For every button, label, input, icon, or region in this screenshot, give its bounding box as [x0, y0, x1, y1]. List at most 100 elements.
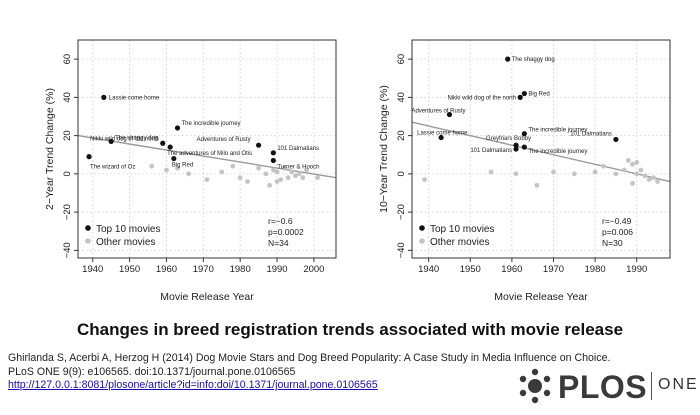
other-movie-point: [278, 177, 284, 182]
stat-text: p=0.0002: [268, 227, 304, 237]
movie-label: Big Red: [528, 92, 549, 98]
movie-label: 101 Dalmatians: [570, 131, 612, 137]
other-movie-point: [164, 167, 169, 173]
chart-2-year: Lassie come home The shaggy dog The incred…: [44, 39, 337, 303]
citation-link[interactable]: http://127.0.0.1:8081/plosone/article?id…: [8, 379, 378, 391]
y-tick-label: −20: [62, 204, 73, 220]
other-movie-point: [315, 175, 320, 181]
other-movie-point: [551, 169, 556, 175]
x-tick-label: 1990: [266, 264, 287, 275]
x-tick-label: 1990: [626, 264, 647, 275]
other-movie-point: [296, 171, 302, 177]
other-movie-point: [263, 171, 269, 177]
citation-line-1: Ghirlanda S, Acerbi A, Herzog H (2014) D…: [8, 352, 611, 364]
top-10-movie-point: [438, 134, 444, 141]
movie-label: Greyfriars Bobby: [486, 136, 531, 142]
top-10-movie-point: [270, 157, 276, 164]
stat-text: N=34: [268, 238, 289, 248]
stat-text: r=−0.49: [602, 216, 632, 226]
top-10-movie-point: [521, 131, 527, 137]
other-movie-point: [571, 171, 577, 177]
top-10-movie-point: [270, 150, 276, 156]
legend-label: Other movies: [96, 237, 155, 248]
other-movie-point: [592, 169, 598, 175]
top-10-movie-point: [160, 140, 166, 146]
other-movie-point: [274, 169, 280, 175]
movie-label: Adventures of Rusty: [411, 109, 465, 115]
other-movie-point: [245, 179, 250, 184]
x-axis-title: Movie Release Year: [494, 291, 588, 303]
legend-label: Other movies: [430, 237, 489, 248]
x-tick-label: 1970: [193, 264, 214, 275]
other-movie-point: [230, 163, 236, 169]
plos-logo-brand: PLOS: [558, 369, 648, 405]
y-tick-label: 20: [62, 130, 73, 141]
top-10-movie-point: [521, 90, 527, 97]
x-tick-label: 1940: [82, 264, 103, 275]
movie-label: 101 Dalmatians: [470, 148, 512, 154]
other-movie-point: [642, 173, 648, 179]
top-10-movie-point: [174, 125, 181, 131]
x-axis-title: Movie Release Year: [160, 291, 254, 303]
stat-text: r=−0.6: [268, 216, 293, 226]
other-movie-point: [646, 177, 652, 182]
stat-text: N=30: [602, 238, 623, 248]
other-movie-point: [304, 167, 309, 173]
other-movie-point: [289, 169, 295, 175]
x-tick-label: 1980: [585, 264, 606, 275]
other-movie-point: [256, 165, 261, 171]
other-movie-point: [601, 163, 606, 169]
top-10-movie-point: [446, 111, 453, 118]
top-10-movie-point: [86, 154, 92, 160]
citation-line-2: PLoS ONE 9(9): e106565. doi:10.1371/jour…: [8, 365, 296, 378]
y-tick-label: 60: [62, 54, 73, 65]
figure-headline: Changes in breed registration trends ass…: [76, 320, 624, 339]
other-movie-point: [186, 171, 191, 177]
x-tick-label: 1960: [156, 264, 177, 275]
other-movie-point: [149, 163, 155, 169]
other-movie-point: [219, 169, 225, 175]
other-movie-point: [175, 165, 180, 171]
regression-line: [411, 121, 671, 183]
y-tick-label: −40: [62, 242, 73, 258]
movie-label: The shaggy dog: [115, 135, 158, 141]
other-movie-point: [534, 182, 540, 188]
other-movie-point: [634, 159, 640, 165]
other-movie-point: [293, 173, 298, 179]
x-tick-label: 1950: [460, 264, 481, 275]
movie-label: Big Red: [172, 163, 193, 169]
y-tick-label: 60: [396, 54, 407, 65]
movie-label: The wizard of Oz: [90, 165, 135, 171]
other-movie-point: [621, 167, 627, 173]
top-10-movie-point: [513, 142, 519, 148]
movie-label: Lassie come home: [109, 95, 160, 101]
other-movie-point: [285, 175, 291, 181]
other-movie-point: [282, 165, 287, 171]
y-tick-label: −40: [396, 242, 407, 258]
movie-label: 101 Dalmatians: [277, 146, 319, 152]
top-10-movie-point: [505, 56, 511, 62]
chart-10-year: The shaggy dog Nikki wild dog of the nort…: [378, 39, 671, 303]
plos-logo-journal: ONE: [658, 376, 699, 393]
other-movie-point: [630, 161, 635, 167]
plot-frame: [77, 39, 337, 259]
plot-frame: [411, 39, 671, 259]
legend-marker: [85, 238, 91, 244]
stat-text: p=0.006: [602, 227, 633, 237]
legend-label: Top 10 movies: [430, 224, 494, 235]
y-axis-title: 10−Year Trend Change (%): [378, 85, 390, 213]
movie-label: The shaggy dog: [512, 57, 555, 63]
top-10-movie-point: [108, 138, 114, 144]
plos-logo: PLOS ONE: [515, 366, 697, 406]
movie-label: The incredible journey: [528, 149, 587, 155]
x-tick-label: 1940: [418, 264, 439, 275]
other-movie-point: [634, 171, 640, 177]
movie-label: Nikki wild dog of the north: [90, 136, 159, 142]
plot-area: [412, 40, 670, 258]
y-tick-label: 0: [62, 171, 73, 176]
legend-marker: [419, 238, 425, 244]
y-tick-label: 40: [62, 92, 73, 103]
top-10-movie-point: [517, 94, 523, 100]
other-movie-point: [650, 175, 656, 181]
y-tick-label: −20: [396, 204, 407, 220]
